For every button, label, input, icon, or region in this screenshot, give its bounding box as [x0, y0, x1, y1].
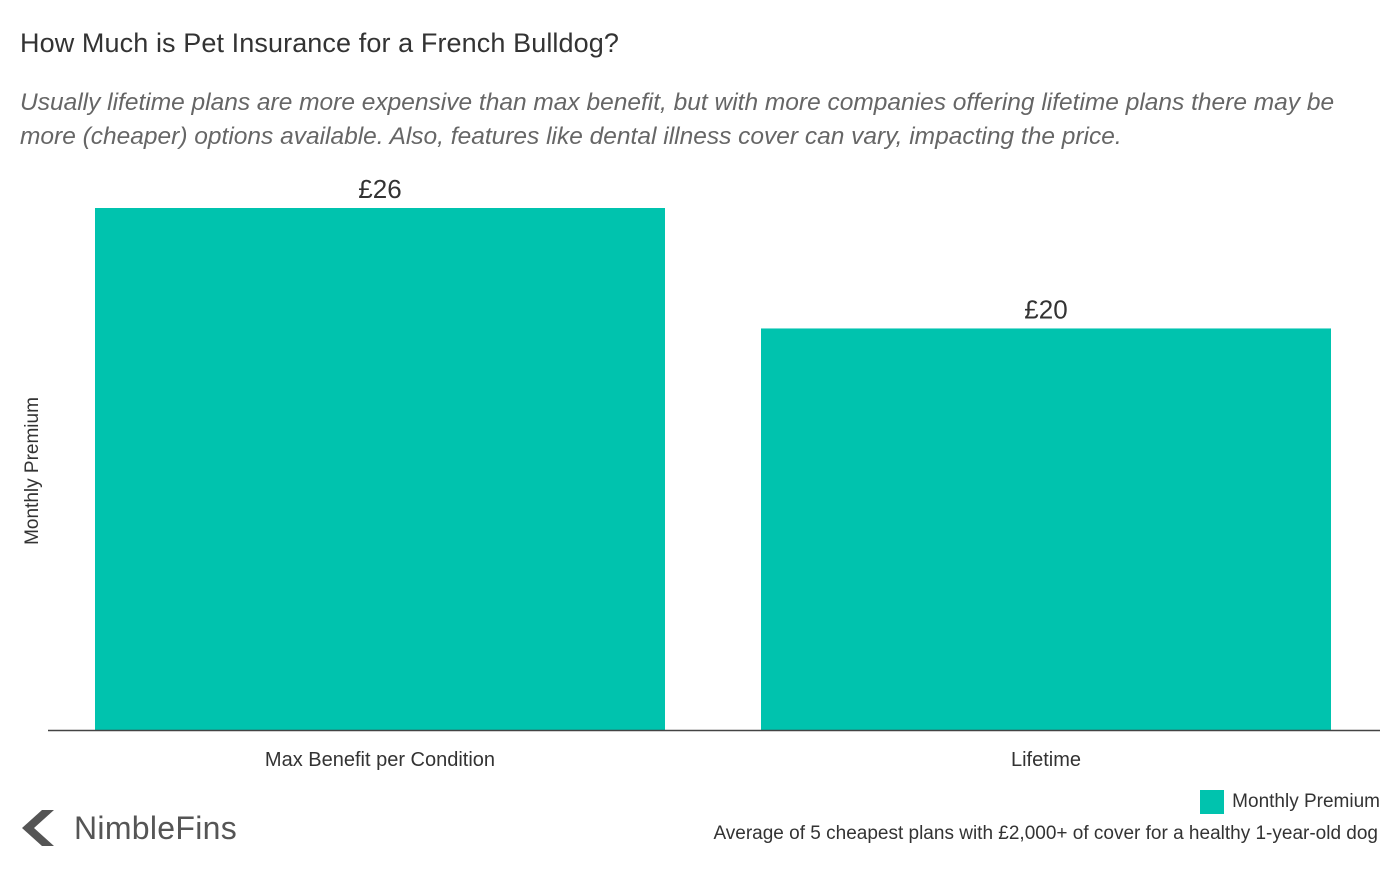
x-tick-label-0: Max Benefit per Condition — [265, 749, 495, 771]
legend-label: Monthly Premium — [1232, 791, 1380, 812]
data-label-0: £26 — [358, 174, 401, 204]
legend: Monthly Premium — [1200, 790, 1380, 814]
chart-title: How Much is Pet Insurance for a French B… — [20, 28, 619, 58]
data-label-1: £20 — [1024, 294, 1067, 324]
brand-name: NimbleFins — [74, 809, 238, 846]
chevron-left-icon — [22, 810, 54, 846]
brand-logo: NimbleFins — [20, 808, 237, 848]
chart-subtitle: Usually lifetime plans are more expensiv… — [20, 89, 1335, 150]
legend-swatch — [1200, 790, 1225, 814]
bar-1 — [761, 328, 1331, 730]
x-tick-label-1: Lifetime — [1011, 749, 1081, 771]
bar-0 — [95, 208, 665, 730]
footnote: Average of 5 cheapest plans with £2,000+… — [713, 823, 1378, 844]
